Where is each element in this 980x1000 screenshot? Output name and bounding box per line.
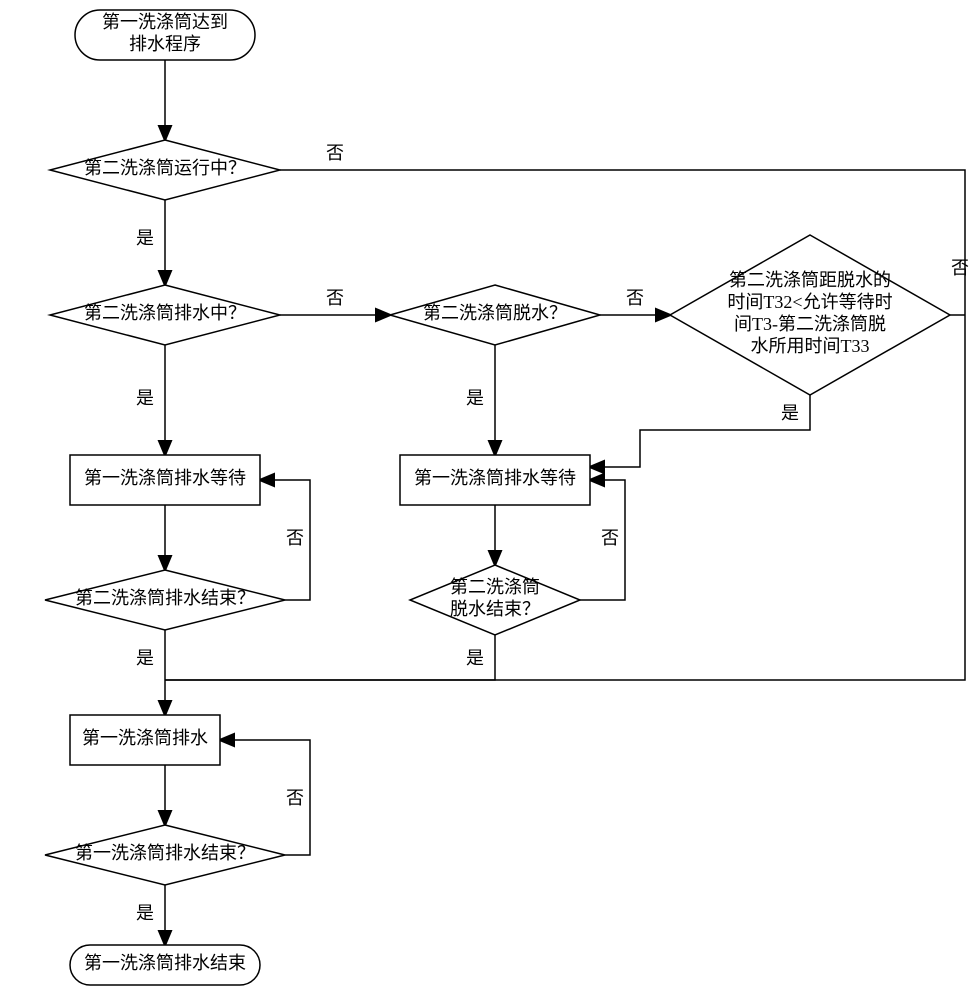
edge-label-13: 否 [286,528,304,548]
svg-text:第二洗涤筒脱水？: 第二洗涤筒脱水？ [423,303,567,323]
svg-text:间T3-第二洗涤筒脱: 间T3-第二洗涤筒脱 [734,314,886,334]
svg-text:第二洗涤筒: 第二洗涤筒 [450,577,540,597]
edge-label-8: 否 [326,288,344,308]
svg-text:时间T32<允许等待时: 时间T32<允许等待时 [727,292,892,312]
svg-text:第二洗涤筒排水中？: 第二洗涤筒排水中？ [84,303,246,323]
edge-label-12: 是 [466,648,484,668]
svg-text:水所用时间T33: 水所用时间T33 [751,336,870,356]
svg-text:第一洗涤筒排水结束: 第一洗涤筒排水结束 [84,953,246,973]
svg-text:第一洗涤筒排水结束？: 第一洗涤筒排水结束？ [75,843,255,863]
edge-label-1: 是 [136,228,154,248]
edge-16 [590,395,810,467]
edge-label-18: 否 [951,258,969,278]
edge-label-15: 否 [286,788,304,808]
svg-text:第二洗涤筒排水结束？: 第二洗涤筒排水结束？ [75,588,255,608]
edge-label-4: 是 [136,648,154,668]
edge-label-9: 否 [626,288,644,308]
edge-12 [165,635,495,680]
svg-text:脱水结束？: 脱水结束？ [450,599,540,619]
svg-text:第二洗涤筒运行中？: 第二洗涤筒运行中？ [84,158,246,178]
svg-text:第一洗涤筒排水: 第一洗涤筒排水 [82,728,208,748]
edge-label-14: 否 [601,528,619,548]
svg-text:第一洗涤筒排水等待: 第一洗涤筒排水等待 [414,468,576,488]
svg-text:第二洗涤筒距脱水的: 第二洗涤筒距脱水的 [729,270,891,290]
svg-text:第一洗涤筒排水等待: 第一洗涤筒排水等待 [84,468,246,488]
svg-text:第一洗涤筒达到: 第一洗涤筒达到 [102,12,228,32]
svg-text:排水程序: 排水程序 [129,34,201,54]
edge-label-16: 是 [781,403,799,423]
edge-label-2: 是 [136,388,154,408]
edge-label-17: 否 [326,143,344,163]
edge-label-7: 是 [136,903,154,923]
edge-label-10: 是 [466,388,484,408]
